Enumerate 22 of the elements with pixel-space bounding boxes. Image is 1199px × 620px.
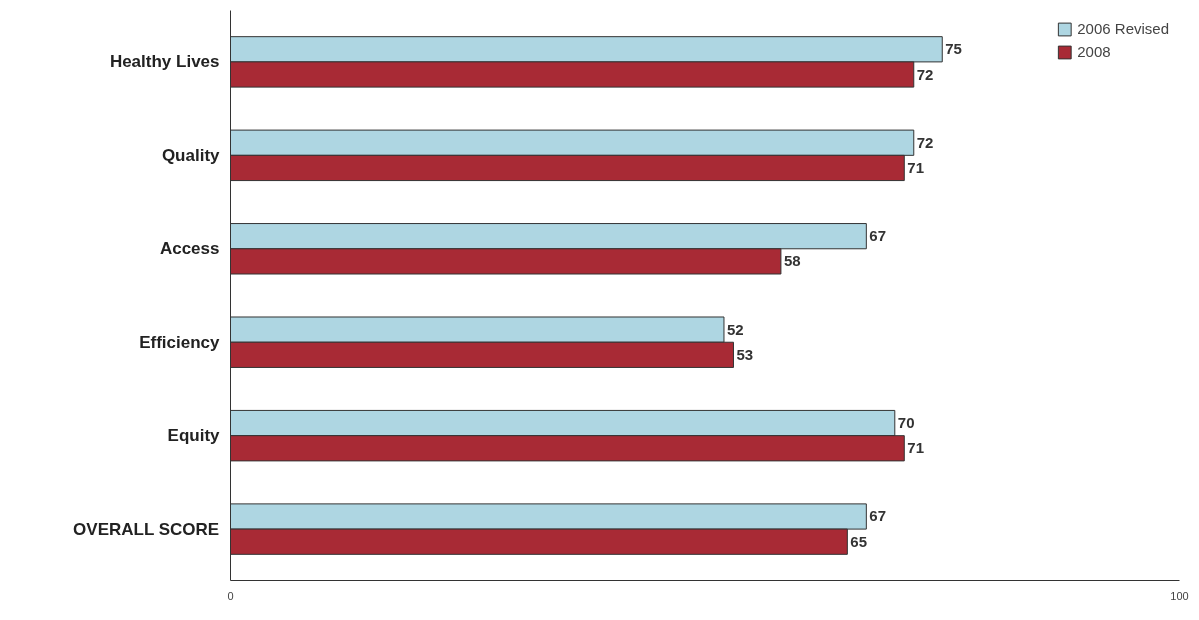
y-tick-label: Equity <box>167 426 221 446</box>
x-tick-label: 0 <box>227 589 234 602</box>
data-label: 72 <box>916 133 934 151</box>
y-tick-label: OVERALL SCORE <box>73 519 220 539</box>
data-label: 53 <box>736 345 754 363</box>
y-tick-label: Healthy Lives <box>109 52 220 72</box>
data-label: 58 <box>783 252 801 270</box>
data-label: 52 <box>726 320 744 338</box>
data-label: 67 <box>869 227 887 245</box>
data-label: 75 <box>945 40 962 58</box>
data-label: 71 <box>907 439 924 457</box>
data-label: 71 <box>907 158 924 176</box>
legend-label: 2008 <box>1077 43 1111 60</box>
data-label: 70 <box>897 414 915 432</box>
data-label: 65 <box>850 532 868 550</box>
y-tick-label: Access <box>159 239 220 259</box>
y-tick-label: Efficiency <box>139 332 221 352</box>
y-tick-label: Quality <box>161 145 221 165</box>
x-tick-label: 100 <box>1170 589 1189 602</box>
data-label: 72 <box>916 65 934 83</box>
legend-label: 2006 Revised <box>1077 20 1169 37</box>
data-label: 67 <box>869 507 887 525</box>
